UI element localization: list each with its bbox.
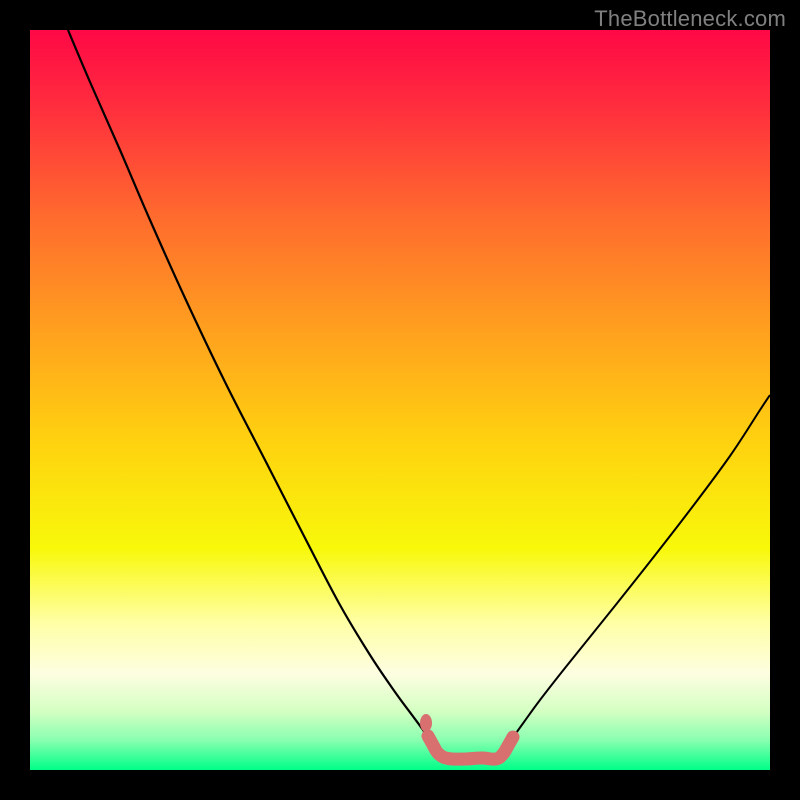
chart-frame: TheBottleneck.com (0, 0, 800, 800)
chart-background (30, 30, 770, 770)
attribution-text: TheBottleneck.com (594, 6, 786, 32)
bottleneck-chart (30, 30, 770, 770)
accent-dot (420, 714, 432, 732)
